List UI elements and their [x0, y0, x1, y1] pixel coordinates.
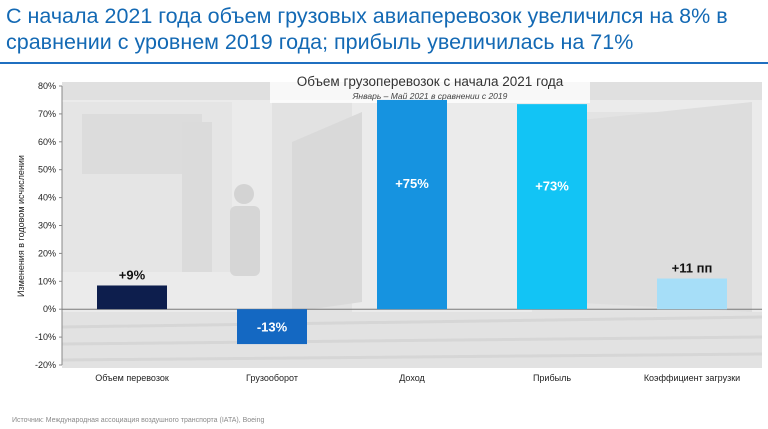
y-tick-label: 20%: [38, 248, 56, 258]
bar: [657, 278, 727, 310]
bar: [377, 99, 447, 310]
y-tick-label: 80%: [38, 81, 56, 91]
x-category-label: Объем перевозок: [95, 373, 169, 383]
y-tick-label: 50%: [38, 165, 56, 175]
bar: [237, 309, 307, 345]
y-tick-label: -10%: [35, 332, 56, 342]
x-category-label: Коэффициент загрузки: [644, 373, 740, 383]
bar-value-label: +9%: [119, 267, 146, 282]
y-tick-label: 30%: [38, 221, 56, 231]
y-axis-label: Изменения в годовом исчислении: [16, 155, 26, 297]
chart-title-box: Объем грузоперевозок с начала 2021 года …: [270, 71, 590, 103]
bar-value-label: +11 пп: [672, 261, 713, 276]
headline: С начала 2021 года объем грузовых авиапе…: [6, 4, 728, 54]
y-tick-label: 70%: [38, 109, 56, 119]
y-tick-label: 60%: [38, 137, 56, 147]
x-category-label: Доход: [399, 373, 425, 383]
source-note: Источник: Международная ассоциация возду…: [12, 417, 265, 424]
y-tick-label: -20%: [35, 360, 56, 370]
bar-value-label: -13%: [257, 320, 288, 335]
bar-value-label: +73%: [535, 178, 569, 193]
bar: [517, 104, 587, 310]
headline-divider: [0, 62, 768, 64]
x-category-label: Грузооборот: [246, 373, 298, 383]
y-tick-label: 10%: [38, 276, 56, 286]
y-tick-label: 40%: [38, 193, 56, 203]
chart-subtitle: Январь – Май 2021 в сравнении с 2019: [352, 91, 508, 101]
x-category-label: Прибыль: [533, 373, 571, 383]
chart-title: Объем грузоперевозок с начала 2021 года: [297, 74, 564, 89]
bar: [97, 285, 167, 310]
y-tick-label: 0%: [43, 304, 56, 314]
bar-value-label: +75%: [395, 176, 429, 191]
